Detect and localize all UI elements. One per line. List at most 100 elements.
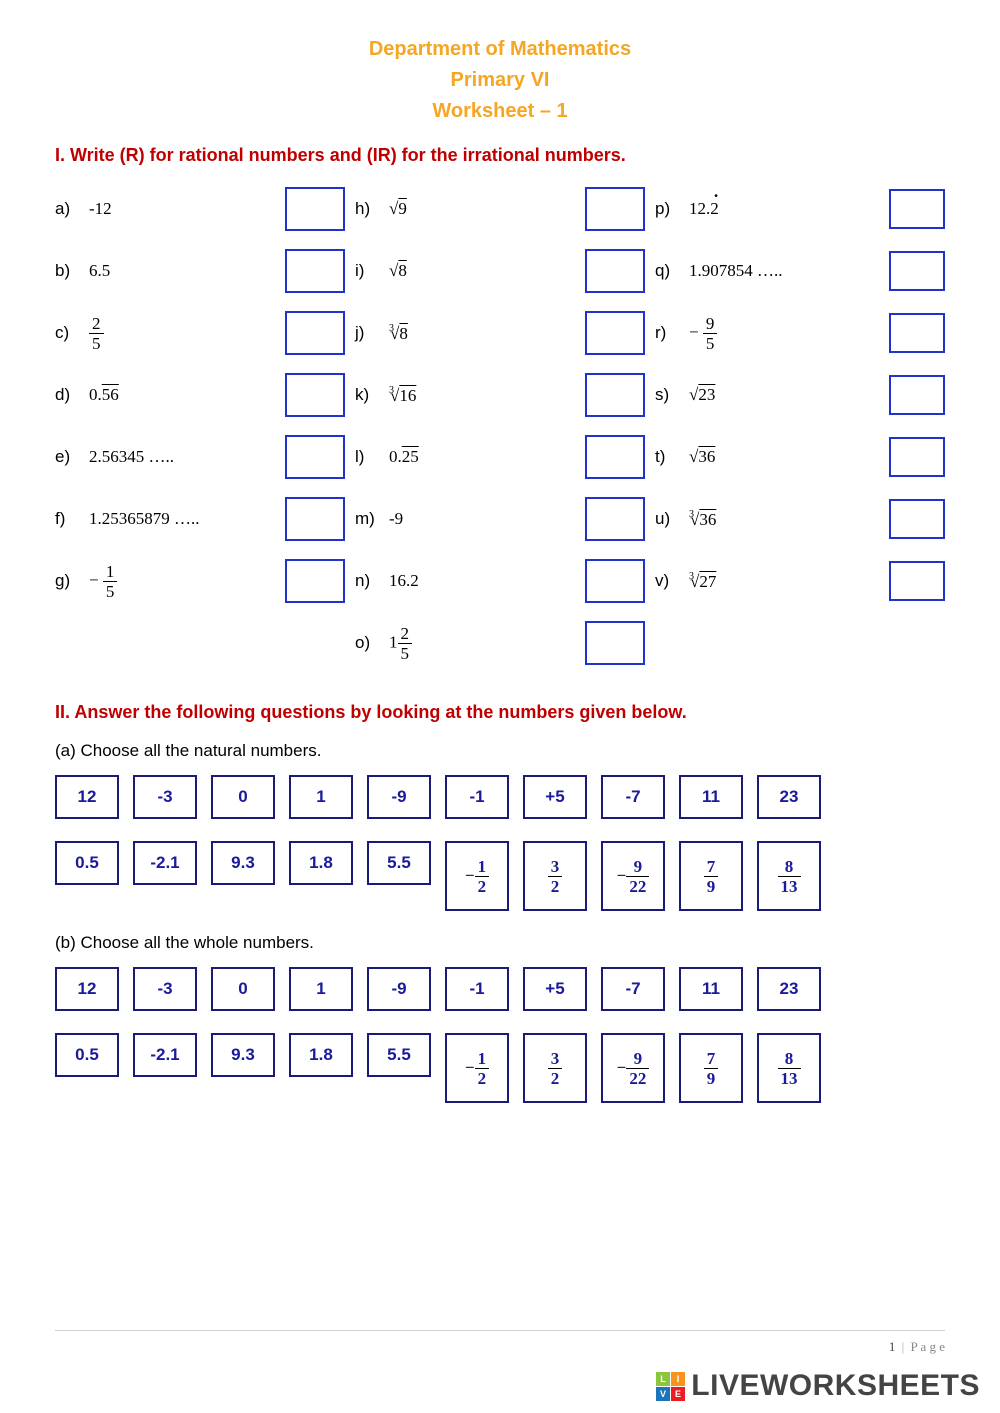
number-choice[interactable]: 11 bbox=[679, 775, 743, 819]
question-label: u) bbox=[655, 509, 689, 529]
number-choice[interactable]: -7 bbox=[601, 967, 665, 1011]
number-choice[interactable]: 32 bbox=[523, 841, 587, 911]
question-expression: 3√36 bbox=[689, 509, 889, 530]
number-choice[interactable]: -9 bbox=[367, 775, 431, 819]
page-number: 1 bbox=[889, 1339, 896, 1354]
question-expression: 2.56345 ….. bbox=[89, 447, 285, 467]
answer-box[interactable] bbox=[285, 559, 345, 603]
number-choice[interactable]: 1.8 bbox=[289, 1033, 353, 1077]
number-choice[interactable]: 0.5 bbox=[55, 1033, 119, 1077]
sub-b-prompt: (b) Choose all the whole numbers. bbox=[55, 933, 945, 953]
answer-box[interactable] bbox=[889, 561, 945, 601]
section-1-columns: a)-12b)6.5c)25d)0.56e)2.56345 …..f)1.253… bbox=[55, 184, 945, 680]
page-word: P a g e bbox=[910, 1339, 945, 1354]
number-choice[interactable]: 23 bbox=[757, 967, 821, 1011]
answer-box[interactable] bbox=[585, 249, 645, 293]
header-grade: Primary VI bbox=[55, 69, 945, 92]
brand-watermark: LIVE LIVEWORKSHEETS bbox=[656, 1369, 980, 1403]
question-row: j)3√8 bbox=[355, 308, 645, 358]
question-expression: 16.2 bbox=[389, 571, 585, 591]
number-choice[interactable]: +5 bbox=[523, 967, 587, 1011]
question-row: f)1.25365879 ….. bbox=[55, 494, 345, 544]
answer-box[interactable] bbox=[889, 499, 945, 539]
number-choice[interactable]: -2.1 bbox=[133, 841, 197, 885]
number-choice[interactable]: − 922 bbox=[601, 1033, 665, 1103]
number-choice[interactable]: 0 bbox=[211, 967, 275, 1011]
number-choice[interactable]: -3 bbox=[133, 967, 197, 1011]
answer-box[interactable] bbox=[585, 497, 645, 541]
answer-box[interactable] bbox=[889, 437, 945, 477]
question-label: d) bbox=[55, 385, 89, 405]
brand-badge-icon: LIVE bbox=[656, 1372, 685, 1401]
answer-box[interactable] bbox=[285, 497, 345, 541]
question-expression: 25 bbox=[89, 315, 285, 352]
question-expression: √9 bbox=[389, 199, 585, 219]
number-choice[interactable]: 1 bbox=[289, 775, 353, 819]
answer-box[interactable] bbox=[585, 373, 645, 417]
choices-b-row1: 12 -3 01 -9 -1 +5 -7 11 23 bbox=[55, 967, 945, 1011]
answer-box[interactable] bbox=[285, 373, 345, 417]
number-choice[interactable]: 9.3 bbox=[211, 1033, 275, 1077]
number-choice[interactable]: -1 bbox=[445, 967, 509, 1011]
answer-box[interactable] bbox=[285, 249, 345, 293]
answer-box[interactable] bbox=[889, 375, 945, 415]
answer-box[interactable] bbox=[285, 187, 345, 231]
number-choice[interactable]: +5 bbox=[523, 775, 587, 819]
question-expression: 12.2 bbox=[689, 199, 889, 219]
question-row: g)− 15 bbox=[55, 556, 345, 606]
number-choice[interactable]: 12 bbox=[55, 775, 119, 819]
choices-a-row1: 12 -3 01 -9 -1 +5 -7 11 23 bbox=[55, 775, 945, 819]
number-choice[interactable]: 79 bbox=[679, 1033, 743, 1103]
question-label: j) bbox=[355, 323, 389, 343]
question-label: l) bbox=[355, 447, 389, 467]
answer-box[interactable] bbox=[889, 189, 945, 229]
answer-box[interactable] bbox=[585, 311, 645, 355]
number-choice[interactable]: − 922 bbox=[601, 841, 665, 911]
answer-box[interactable] bbox=[585, 621, 645, 665]
answer-box[interactable] bbox=[585, 559, 645, 603]
number-choice[interactable]: 813 bbox=[757, 841, 821, 911]
number-choice[interactable]: 1 bbox=[289, 967, 353, 1011]
brand-text: LIVEWORKSHEETS bbox=[691, 1369, 980, 1403]
number-choice[interactable]: 32 bbox=[523, 1033, 587, 1103]
number-choice[interactable]: -7 bbox=[601, 775, 665, 819]
answer-box[interactable] bbox=[285, 311, 345, 355]
question-row: k)3√16 bbox=[355, 370, 645, 420]
answer-box[interactable] bbox=[889, 251, 945, 291]
number-choice[interactable]: 0.5 bbox=[55, 841, 119, 885]
number-choice[interactable]: 0 bbox=[211, 775, 275, 819]
question-row: p)12.2 bbox=[655, 184, 945, 234]
answer-box[interactable] bbox=[889, 313, 945, 353]
number-choice[interactable]: − 12 bbox=[445, 1033, 509, 1103]
question-label: r) bbox=[655, 323, 689, 343]
number-choice[interactable]: 813 bbox=[757, 1033, 821, 1103]
question-row: e)2.56345 ….. bbox=[55, 432, 345, 482]
answer-box[interactable] bbox=[585, 187, 645, 231]
question-row: i)√8 bbox=[355, 246, 645, 296]
number-choice[interactable]: -1 bbox=[445, 775, 509, 819]
number-choice[interactable]: 5.5 bbox=[367, 841, 431, 885]
question-row: o)125 bbox=[355, 618, 645, 668]
number-choice[interactable]: 5.5 bbox=[367, 1033, 431, 1077]
number-choice[interactable]: 1.8 bbox=[289, 841, 353, 885]
number-choice[interactable]: -9 bbox=[367, 967, 431, 1011]
brand-badge-cell: V bbox=[656, 1387, 670, 1401]
question-row: n)16.2 bbox=[355, 556, 645, 606]
question-expression: 3√8 bbox=[389, 323, 585, 344]
number-choice[interactable]: 9.3 bbox=[211, 841, 275, 885]
question-label: p) bbox=[655, 199, 689, 219]
section-1-col-3: p)12.2q)1.907854 …..r)− 95s)√23t)√36u)3√… bbox=[655, 184, 945, 680]
question-row: m)-9 bbox=[355, 494, 645, 544]
question-expression: 125 bbox=[389, 625, 585, 662]
question-label: i) bbox=[355, 261, 389, 281]
number-choice[interactable]: 23 bbox=[757, 775, 821, 819]
number-choice[interactable]: 12 bbox=[55, 967, 119, 1011]
number-choice[interactable]: -2.1 bbox=[133, 1033, 197, 1077]
number-choice[interactable]: -3 bbox=[133, 775, 197, 819]
number-choice[interactable]: − 12 bbox=[445, 841, 509, 911]
answer-box[interactable] bbox=[285, 435, 345, 479]
number-choice[interactable]: 11 bbox=[679, 967, 743, 1011]
number-choice[interactable]: 79 bbox=[679, 841, 743, 911]
answer-box[interactable] bbox=[585, 435, 645, 479]
question-expression: -12 bbox=[89, 199, 285, 219]
